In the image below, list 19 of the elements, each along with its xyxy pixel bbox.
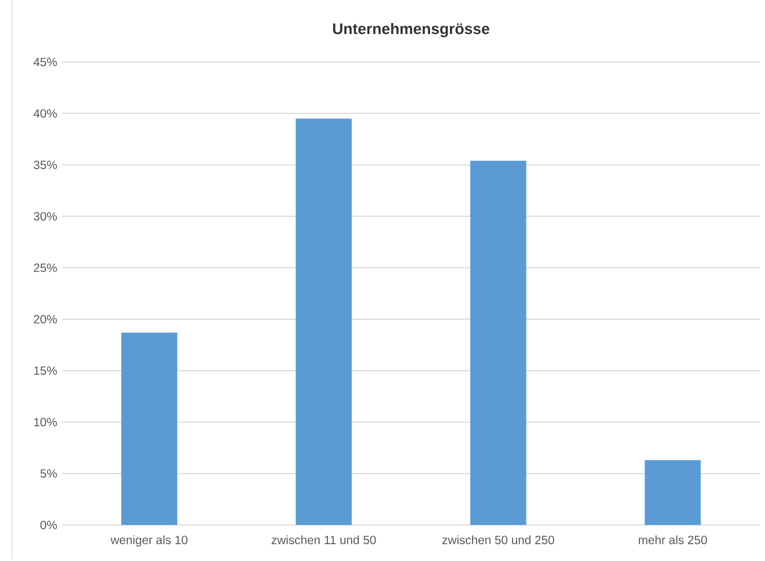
bar xyxy=(470,160,526,525)
x-tick-label: weniger als 10 xyxy=(110,535,188,547)
y-tick-label: 0% xyxy=(40,520,57,530)
y-tick-label: 10% xyxy=(34,418,57,426)
x-tick-label: mehr als 250 xyxy=(638,535,707,544)
bar xyxy=(296,118,352,525)
chart-title: Unternehmensgrösse xyxy=(333,22,490,38)
y-tick-label: 35% xyxy=(34,160,57,170)
y-tick-label: 45% xyxy=(34,58,57,66)
bar xyxy=(121,332,178,525)
y-tick-label: 5% xyxy=(40,469,57,478)
y-tick-label: 40% xyxy=(34,109,57,118)
y-tick-label: 20% xyxy=(34,314,57,324)
y-tick-label: 15% xyxy=(34,366,57,375)
bar xyxy=(644,460,701,525)
x-tick-label: zwischen 11 und 50 xyxy=(272,535,376,544)
y-tick-label: 25% xyxy=(34,264,57,272)
y-tick-label: 30% xyxy=(34,212,57,221)
x-tick-label: zwischen 50 und 250 xyxy=(442,535,554,544)
